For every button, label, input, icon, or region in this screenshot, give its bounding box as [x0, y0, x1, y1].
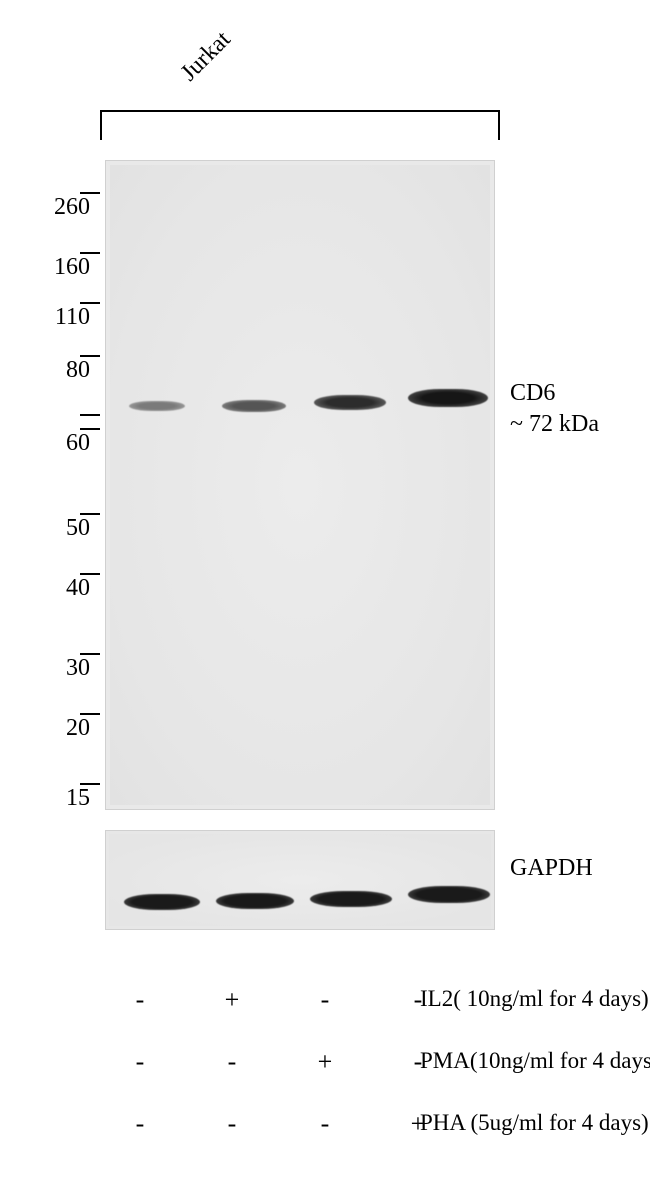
mw-label: 15	[30, 785, 90, 812]
mw-label: 40	[30, 575, 90, 602]
cd6-band	[408, 389, 488, 407]
cd6-band	[314, 395, 386, 410]
mw-label: 60	[30, 430, 90, 457]
mw-label: 110	[30, 304, 90, 331]
figure-container: Jurkat 260 160 110 80 60 50 40 30 20 15 CD6 ~ 72 …	[0, 0, 650, 1194]
treatment-symbol: -	[125, 985, 155, 1015]
treatment-label: PMA(10ng/ml for 4 days)	[420, 1048, 650, 1074]
mw-label: 20	[30, 715, 90, 742]
mw-label: 260	[30, 194, 90, 221]
mw-label: 30	[30, 655, 90, 682]
target-label: CD6	[510, 380, 555, 407]
mw-label: 50	[30, 515, 90, 542]
target-mw-label: ~ 72 kDa	[510, 411, 599, 438]
treatment-label: PHA (5ug/ml for 4 days)	[420, 1110, 649, 1136]
gapdh-band	[124, 894, 200, 910]
gapdh-band	[408, 886, 490, 903]
treatment-symbol: -	[217, 1047, 247, 1077]
treatment-symbol: -	[310, 985, 340, 1015]
sample-bracket	[100, 110, 500, 140]
mw-tick	[80, 414, 100, 416]
sample-title: Jurkat	[176, 26, 237, 87]
treatment-label: IL2( 10ng/ml for 4 days)	[420, 986, 649, 1012]
gapdh-band	[310, 891, 392, 907]
treatment-symbol: -	[125, 1109, 155, 1139]
treatment-symbol: -	[125, 1047, 155, 1077]
gapdh-band	[216, 893, 294, 909]
cd6-band	[129, 401, 185, 411]
treatment-symbol: -	[310, 1109, 340, 1139]
mw-label: 160	[30, 254, 90, 281]
loading-control-label: GAPDH	[510, 855, 593, 882]
treatment-symbol: -	[217, 1109, 247, 1139]
main-blot	[105, 160, 495, 810]
treatment-symbol: +	[217, 985, 247, 1015]
mw-label: 80	[30, 357, 90, 384]
cd6-band	[222, 400, 286, 412]
treatment-symbol: +	[310, 1047, 340, 1077]
gapdh-blot	[105, 830, 495, 930]
